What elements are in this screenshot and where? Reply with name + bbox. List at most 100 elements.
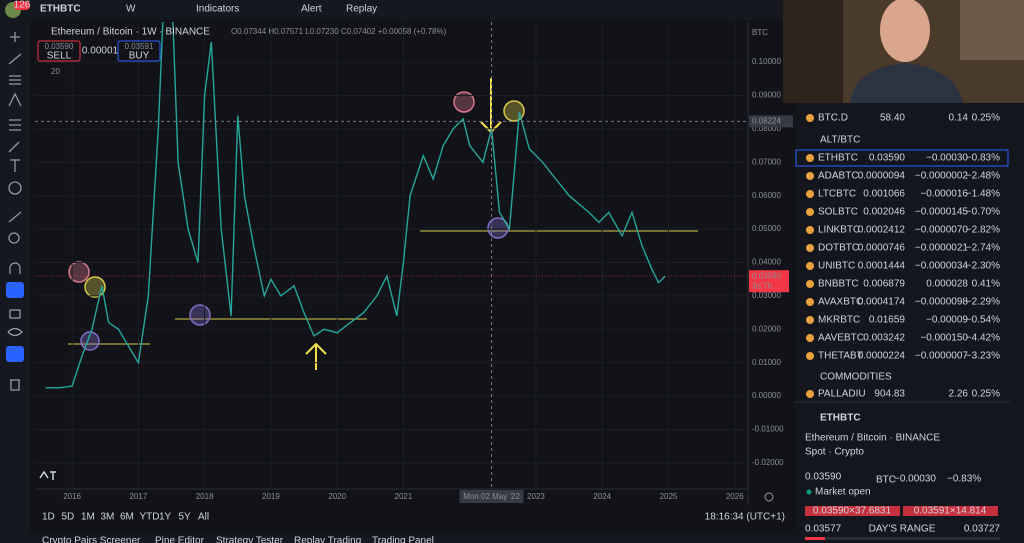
bottom-tab[interactable]: Crypto Pairs Screener — [42, 536, 141, 543]
tool-fib[interactable] — [9, 75, 21, 85]
watch-symbol[interactable]: LTCBTC — [818, 189, 856, 200]
tool-line[interactable] — [8, 53, 22, 65]
watch-percent: 0.41% — [972, 279, 1000, 290]
watch-symbol[interactable]: AAVEBTC — [818, 333, 864, 344]
range-low: 0.03577 — [805, 524, 842, 535]
x-tick-label: 2017 — [129, 492, 147, 501]
watch-price: 0.0001444 — [858, 261, 906, 272]
watch-change: −0.00009 — [926, 315, 968, 326]
detail-change: −0.00030 — [894, 474, 936, 485]
tool-zoom[interactable] — [8, 232, 20, 244]
symbol-icon — [806, 244, 814, 252]
badge — [14, 1, 30, 10]
bottom-tab[interactable]: Replay Trading — [294, 536, 361, 543]
watch-change: 2.26 — [949, 389, 969, 400]
watch-change: −0.0000034 — [915, 261, 969, 272]
symbol[interactable]: ETHBTC — [40, 4, 81, 15]
detail-kind: Spot · Crypto — [805, 447, 864, 458]
watch-symbol[interactable]: AVAXBTC — [818, 297, 863, 308]
watch-symbol[interactable]: MKRBTC — [818, 315, 860, 326]
settings-icon[interactable] — [764, 492, 774, 502]
tool-crosshair[interactable] — [10, 32, 20, 42]
bottom-tab[interactable]: Trading Panel — [372, 536, 434, 543]
watch-change: −0.0000021 — [915, 243, 969, 254]
watch-percent: −2.48% — [966, 171, 1000, 182]
webcam-face — [880, 0, 930, 62]
watch-price: 0.002046 — [863, 207, 905, 218]
x-tick-label: 2019 — [262, 492, 280, 501]
bottom-tab[interactable]: Strategy Tester — [216, 536, 284, 543]
range-button[interactable]: 1M — [81, 512, 95, 523]
watch-symbol[interactable]: LINKBTC — [818, 225, 860, 236]
watch-symbol[interactable]: PALLADIU — [818, 389, 866, 400]
countdown: 3d 7h — [752, 281, 772, 290]
y-tick-label: 0.00000 — [752, 391, 781, 400]
alert-button[interactable]: Alert — [301, 4, 322, 15]
watch-symbol[interactable]: ADABTC — [818, 171, 859, 182]
x-tick-label: 2023 — [527, 492, 545, 501]
tool-emoji[interactable] — [8, 181, 22, 195]
bottom-tab[interactable]: Pine Editor — [155, 536, 205, 543]
tool-trash[interactable] — [10, 379, 20, 391]
bid: 0.03590×37.6831 — [813, 506, 892, 517]
watch-symbol[interactable]: UNIBTC — [818, 261, 855, 272]
watch-price: 0.01659 — [869, 315, 906, 326]
section-header: COMMODITIES — [820, 372, 892, 383]
replay-button[interactable]: Replay — [346, 4, 377, 15]
symbol-icon — [806, 208, 814, 216]
tool-magnet[interactable] — [9, 262, 21, 274]
indicators-button[interactable]: Indicators — [196, 4, 239, 15]
range-button[interactable]: All — [198, 512, 209, 523]
watch-symbol[interactable]: DOTBTC — [818, 243, 859, 254]
chart-title: Ethereum / Bitcoin · 1W · BINANCE — [51, 27, 210, 38]
range-button[interactable]: 1D — [42, 512, 55, 523]
tool-tree[interactable] — [6, 346, 24, 362]
tool-text[interactable] — [10, 159, 20, 172]
y-tick-label: 0.01000 — [752, 358, 781, 367]
range-button[interactable]: 5D — [62, 512, 75, 523]
symbol-icon — [806, 114, 814, 122]
range-label: DAY'S RANGE — [869, 524, 936, 535]
buy-box[interactable] — [117, 40, 161, 62]
x-tick-label: 2021 — [395, 492, 413, 501]
tool-visibility[interactable] — [7, 327, 23, 337]
y-tick-label: 0.03000 — [752, 291, 781, 300]
crosshair-x-tag — [459, 490, 524, 503]
sell-price: 0.03590 — [45, 42, 74, 51]
symbol-icon — [806, 226, 814, 234]
watch-symbol[interactable]: BTC.D — [818, 113, 848, 124]
watch-symbol[interactable]: THETABT — [818, 351, 863, 362]
range-button[interactable]: YTD — [140, 512, 160, 523]
circle-marker — [189, 304, 211, 326]
badge-count: 126 — [14, 0, 31, 11]
status-dot — [806, 489, 812, 495]
watch-symbol[interactable]: BNBBTC — [818, 279, 859, 290]
watch-symbol[interactable]: SOLBTC — [818, 207, 858, 218]
watch-change: −0.0000070 — [915, 225, 969, 236]
interval[interactable]: W — [126, 4, 136, 15]
x-tick-label: 2016 — [63, 492, 81, 501]
tool-lock[interactable] — [9, 309, 21, 319]
range-button[interactable]: 6M — [120, 512, 134, 523]
tool-lock-draw[interactable] — [6, 282, 24, 298]
watch-price: 0.03590 — [869, 153, 906, 164]
symbol-icon — [806, 280, 814, 288]
y-tick-label: 0.07000 — [752, 157, 781, 166]
watch-price: 904.83 — [874, 389, 905, 400]
range-button[interactable]: 5Y — [179, 512, 192, 523]
tool-ruler[interactable] — [8, 211, 22, 223]
detail-percent: −0.83% — [947, 474, 981, 485]
watch-change: −0.0000007 — [915, 351, 969, 362]
tool-pattern[interactable] — [8, 92, 22, 107]
watch-change: 0.000028 — [926, 279, 968, 290]
x-tick-label: 2020 — [328, 492, 346, 501]
spread: 0.00001 — [82, 46, 119, 57]
webcam-overlay — [783, 0, 1024, 103]
watch-symbol[interactable]: ETHBTC — [818, 153, 858, 164]
tool-projection[interactable] — [9, 119, 21, 131]
sell-box[interactable] — [37, 40, 81, 62]
range-button[interactable]: 3M — [101, 512, 115, 523]
range-button[interactable]: 1Y — [159, 512, 172, 523]
crosshair-y-tag — [749, 115, 793, 128]
tool-brush[interactable] — [8, 141, 20, 153]
